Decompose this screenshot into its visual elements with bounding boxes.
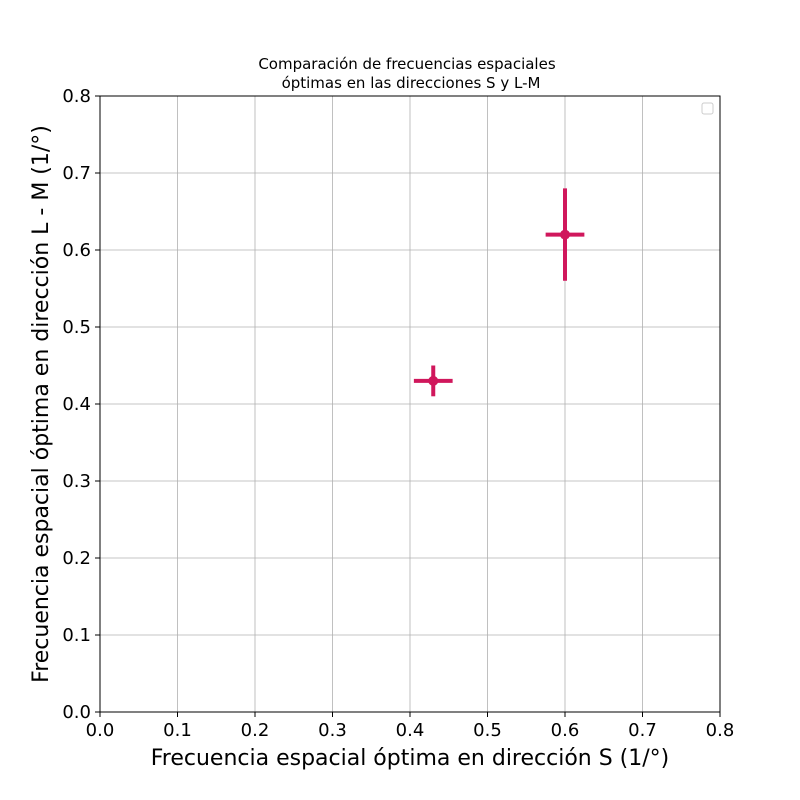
- y-tick-label: 0.0: [62, 702, 91, 723]
- y-tick-label: 0.7: [62, 163, 91, 184]
- x-tick-label: 0.2: [241, 720, 270, 741]
- x-tick-label: 0.8: [706, 720, 735, 741]
- x-tick-label: 0.1: [163, 720, 192, 741]
- data-point-2: [545, 188, 585, 281]
- x-tick-label: 0.5: [473, 720, 502, 741]
- chart-title-line-2: óptimas en las direcciones S y L-M: [282, 74, 541, 92]
- y-tick-label: 0.5: [62, 317, 91, 338]
- x-tick-label: 0.4: [396, 720, 425, 741]
- chart-title-line-1: Comparación de frecuencias espaciales: [258, 55, 556, 73]
- data-points: [413, 188, 585, 397]
- x-axis-label: Frecuencia espacial óptima en dirección …: [151, 746, 670, 771]
- x-tick-label: 0.3: [318, 720, 347, 741]
- y-tick-label: 0.6: [62, 240, 91, 261]
- x-tick-label: 0.6: [551, 720, 580, 741]
- y-tick-label: 0.1: [62, 625, 91, 646]
- y-axis-label: Frecuencia espacial óptima en dirección …: [29, 125, 54, 683]
- data-point-1: [413, 365, 453, 397]
- y-tick-label: 0.2: [62, 548, 91, 569]
- x-tick-label: 0.7: [628, 720, 657, 741]
- x-tick-label: 0.0: [86, 720, 115, 741]
- grid: [99, 95, 721, 713]
- y-tick-label: 0.3: [62, 471, 91, 492]
- y-tick-label: 0.8: [62, 86, 91, 107]
- legend-box: [701, 102, 714, 115]
- point-marker: [428, 375, 439, 386]
- point-marker: [560, 229, 570, 240]
- axis-ticks: 0.0 0.1 0.2 0.3 0.4 0.5 0.6 0.7 0.8 0.0 0.1 0.2 0.3 0…: [62, 86, 734, 741]
- y-tick-label: 0.4: [62, 394, 91, 415]
